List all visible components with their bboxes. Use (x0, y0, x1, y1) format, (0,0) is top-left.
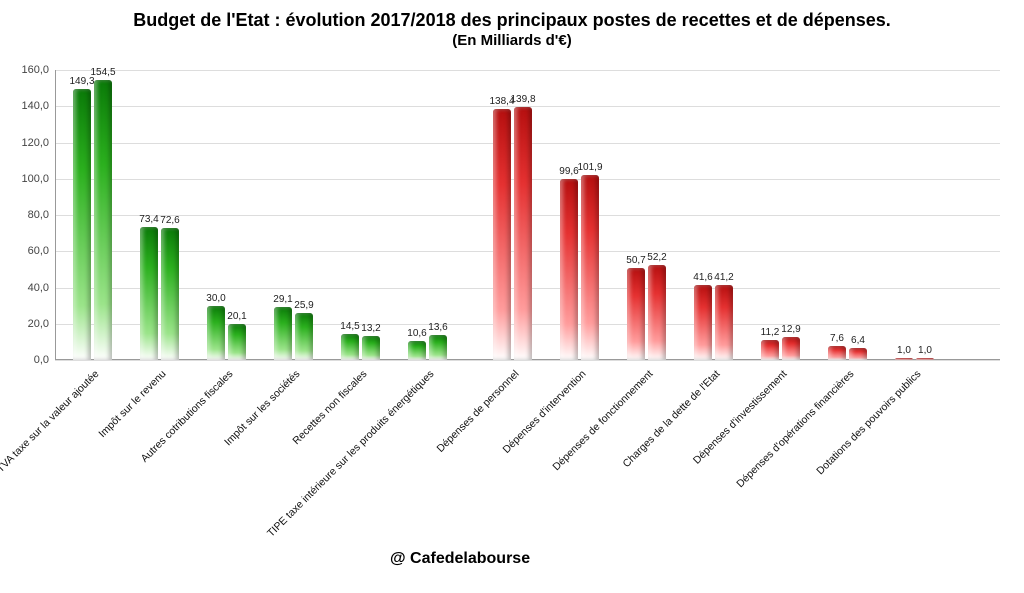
y-tick-label: 120,0 (21, 137, 55, 149)
bar-group: 73,472,6 (132, 70, 187, 360)
bar-group: 11,212,9 (753, 70, 808, 360)
x-axis-label: Impôt sur le revenu (96, 368, 168, 440)
bar: 72,6 (161, 228, 179, 360)
bar: 101,9 (581, 175, 599, 360)
x-axis-label: Recettes non fiscales (290, 368, 369, 447)
bar-value-label: 12,9 (781, 324, 800, 337)
bar: 149,3 (73, 89, 91, 360)
bar-group: 149,3154,5 (65, 70, 120, 360)
bar-value-label: 11,2 (761, 327, 780, 340)
bar-group: 1,01,0 (887, 70, 942, 360)
bar: 138,4 (493, 109, 511, 360)
bar: 13,2 (362, 336, 380, 360)
bar-value-label: 1,0 (918, 345, 932, 358)
y-tick-label: 40,0 (28, 282, 55, 294)
bar-value-label: 25,9 (294, 300, 313, 313)
bar-value-label: 73,4 (139, 214, 158, 227)
plot-area: 0,020,040,060,080,0100,0120,0140,0160,01… (55, 70, 1000, 360)
bar: 12,9 (782, 337, 800, 360)
bar-group: 10,613,6 (400, 70, 455, 360)
bar-group: 99,6101,9 (552, 70, 607, 360)
x-axis-label: Dépenses d'opérations financières (734, 368, 856, 490)
bar: 10,6 (408, 341, 426, 360)
y-tick-label: 60,0 (28, 245, 55, 257)
bar-group: 50,752,2 (619, 70, 674, 360)
bar-value-label: 13,2 (361, 323, 380, 336)
bar-group: 41,641,2 (686, 70, 741, 360)
bar: 13,6 (429, 335, 447, 360)
bar-value-label: 6,4 (851, 335, 865, 348)
y-tick-label: 0,0 (34, 354, 55, 366)
bar: 99,6 (560, 179, 578, 360)
chart-title: Budget de l'Etat : évolution 2017/2018 d… (10, 10, 1014, 50)
bar: 25,9 (295, 313, 313, 360)
bar: 52,2 (648, 265, 666, 360)
y-tick-label: 20,0 (28, 318, 55, 330)
bar-value-label: 50,7 (626, 255, 645, 268)
bar: 41,2 (715, 285, 733, 360)
bar-value-label: 29,1 (273, 294, 292, 307)
bar-value-label: 154,5 (90, 67, 115, 80)
chart-container: Budget de l'Etat : évolution 2017/2018 d… (0, 0, 1024, 593)
chart-footer: @ Cafedelabourse (390, 550, 530, 568)
title-line-1: Budget de l'Etat : évolution 2017/2018 d… (10, 10, 1014, 32)
bar-value-label: 14,5 (340, 321, 359, 334)
bar: 30,0 (207, 306, 225, 360)
bar-value-label: 7,6 (830, 333, 844, 346)
bar-value-label: 72,6 (160, 215, 179, 228)
bar: 139,8 (514, 107, 532, 360)
bar: 6,4 (849, 348, 867, 360)
bar-value-label: 139,8 (510, 94, 535, 107)
bar: 20,1 (228, 324, 246, 360)
bar-group: 7,66,4 (820, 70, 875, 360)
bar: 29,1 (274, 307, 292, 360)
y-tick-label: 140,0 (21, 100, 55, 112)
y-tick-label: 160,0 (21, 64, 55, 76)
bar: 1,0 (916, 358, 934, 360)
bar-value-label: 10,6 (407, 328, 426, 341)
bar-group: 30,020,1 (199, 70, 254, 360)
bar: 7,6 (828, 346, 846, 360)
bar: 14,5 (341, 334, 359, 360)
bar-value-label: 20,1 (227, 311, 246, 324)
bar-value-label: 1,0 (897, 345, 911, 358)
bar-value-label: 101,9 (577, 162, 602, 175)
x-axis-label: Impôt sur les sociétés (222, 368, 302, 448)
title-line-2: (En Milliards d'€) (10, 32, 1014, 50)
bar-value-label: 41,6 (693, 272, 712, 285)
bar-value-label: 41,2 (714, 272, 733, 285)
bar-value-label: 99,6 (559, 166, 578, 179)
bar: 154,5 (94, 80, 112, 360)
bar: 73,4 (140, 227, 158, 360)
bar: 41,6 (694, 285, 712, 360)
y-tick-label: 100,0 (21, 173, 55, 185)
bar: 50,7 (627, 268, 645, 360)
bar-group: 138,4139,8 (485, 70, 540, 360)
x-axis-label: TVA taxe sur la valeur ajoutée (0, 368, 101, 475)
bar-value-label: 52,2 (647, 252, 666, 265)
bar: 1,0 (895, 358, 913, 360)
bar-group: 14,513,2 (333, 70, 388, 360)
bar-group: 29,125,9 (266, 70, 321, 360)
bar: 11,2 (761, 340, 779, 360)
y-tick-label: 80,0 (28, 209, 55, 221)
bar-value-label: 30,0 (206, 293, 225, 306)
bar-value-label: 13,6 (428, 322, 447, 335)
